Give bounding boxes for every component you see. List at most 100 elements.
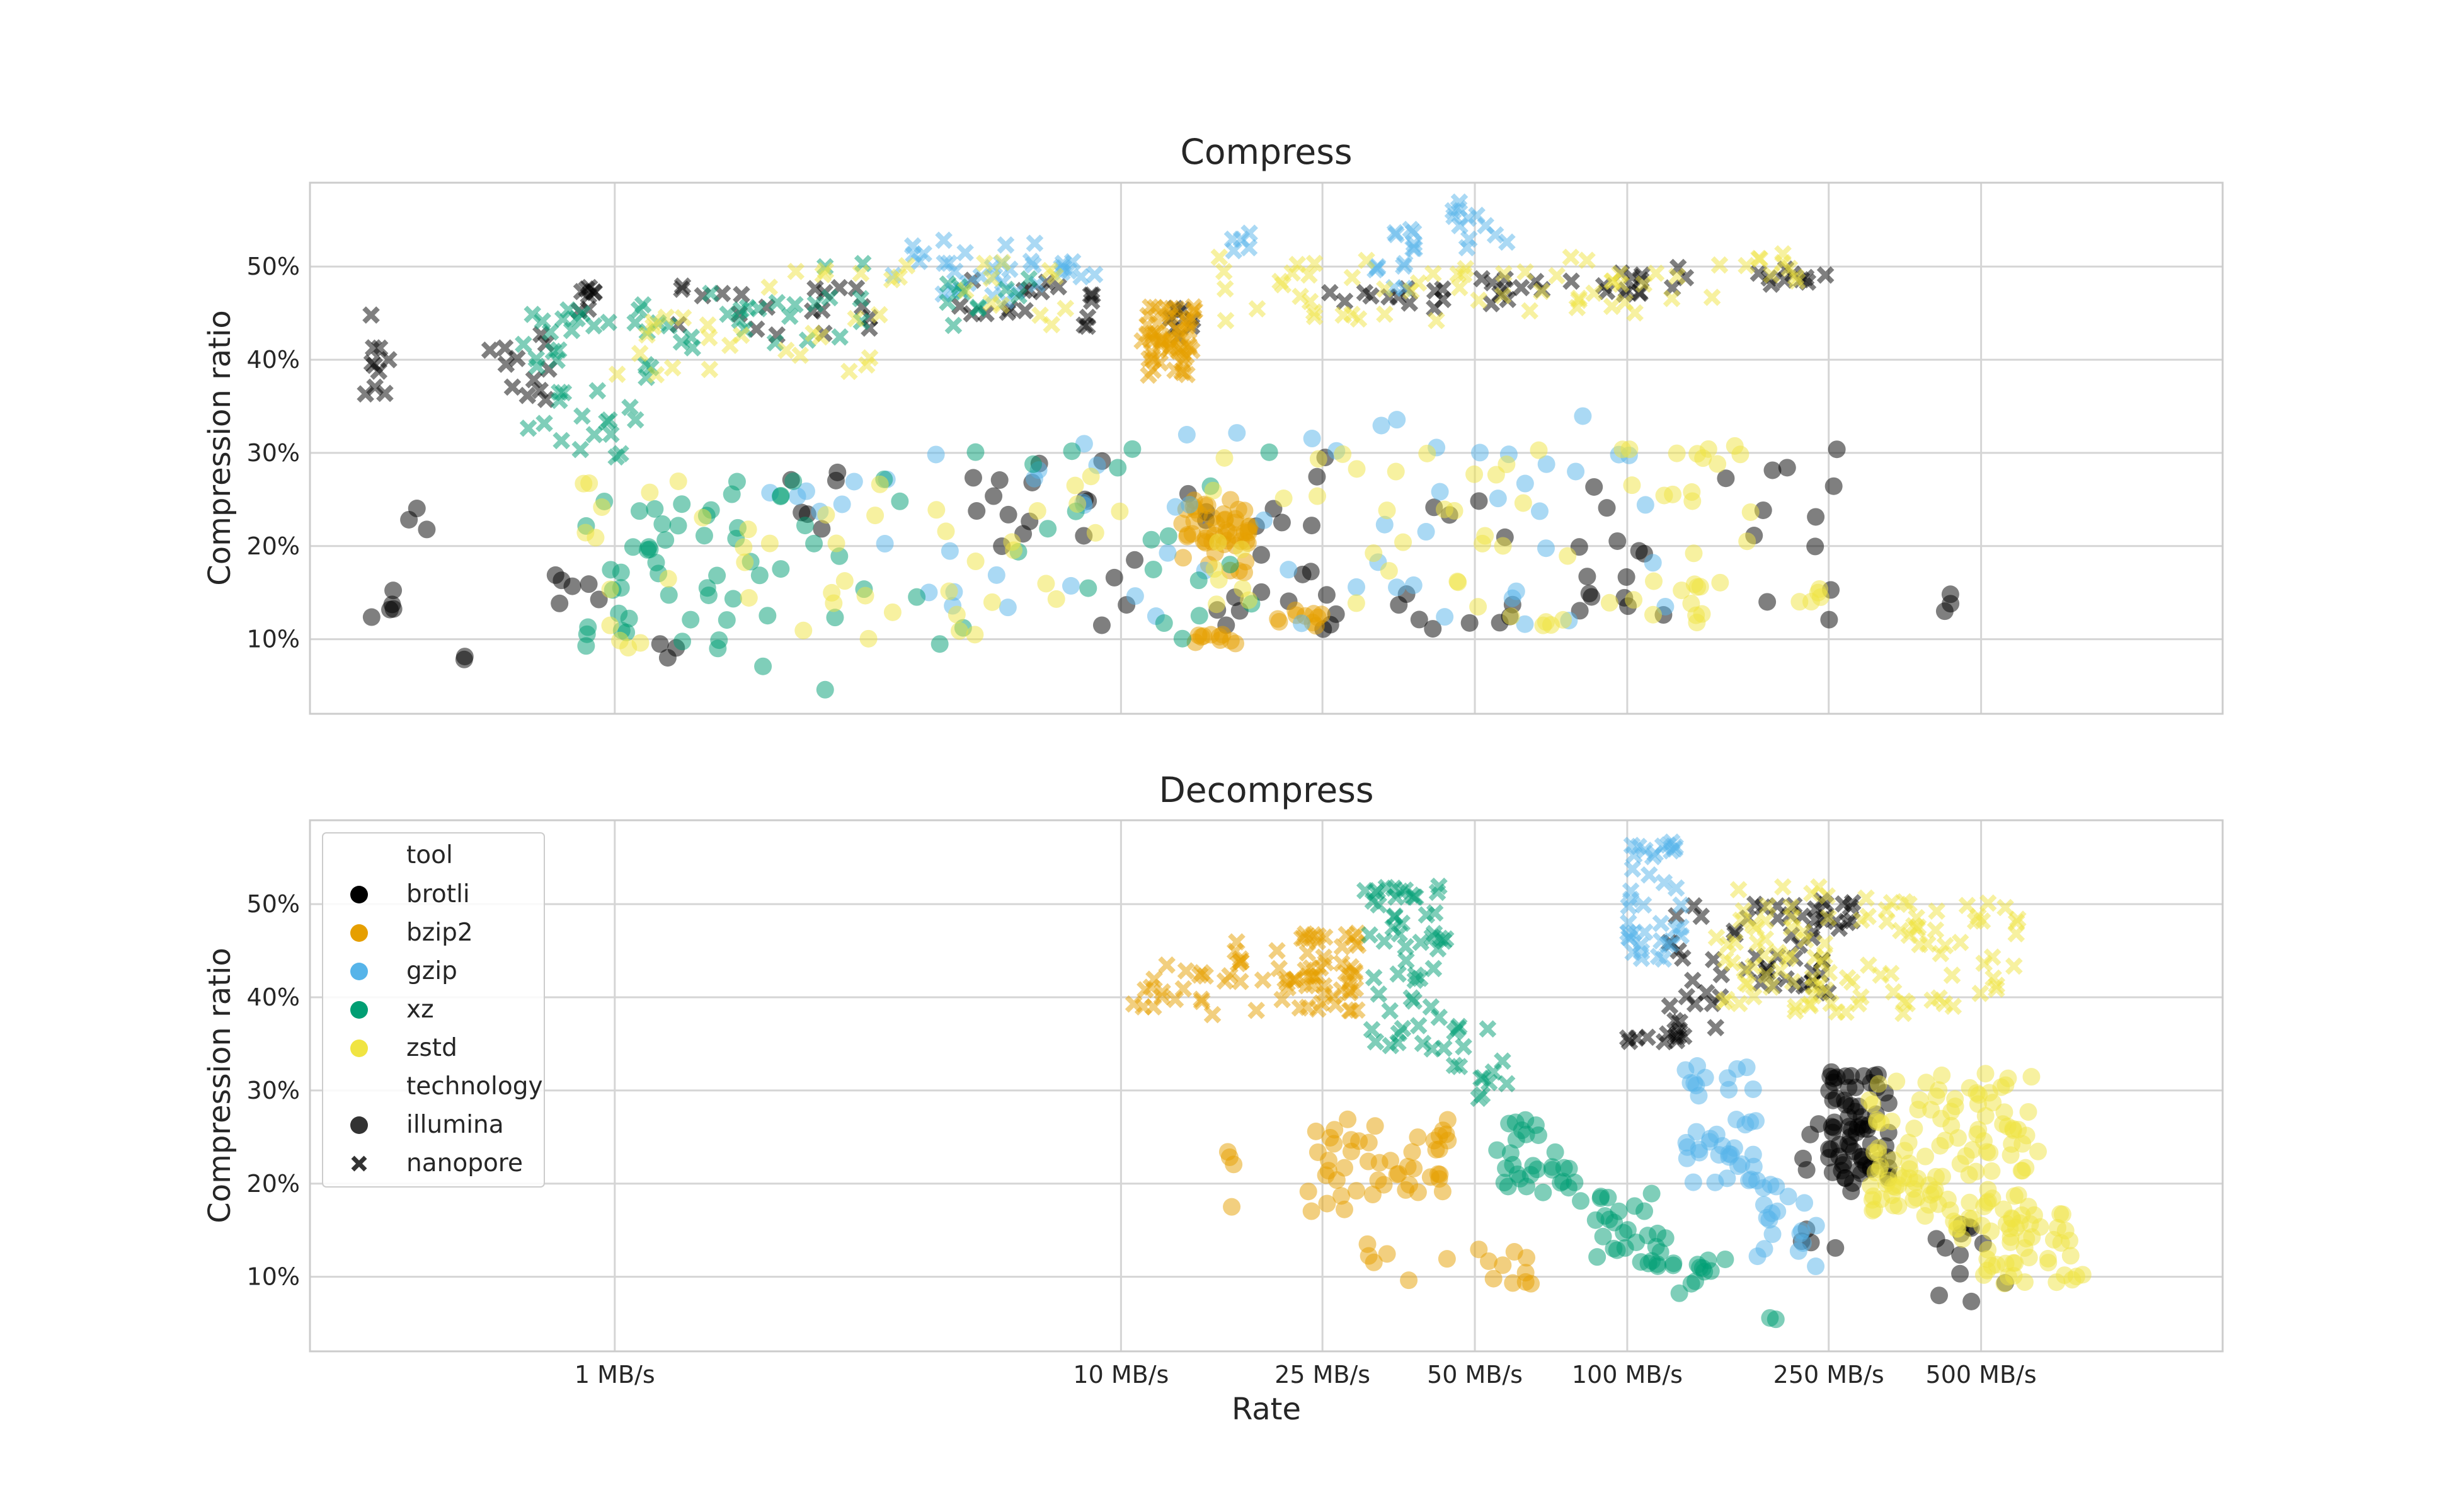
- zstd-nanopore-point: [1274, 276, 1292, 294]
- zstd-illumina-point: [1738, 532, 1756, 551]
- zstd-illumina-point: [587, 529, 605, 547]
- bzip2-illumina-point: [1438, 1250, 1456, 1268]
- bzip2-nanopore-point: [1348, 1001, 1366, 1019]
- gzip-illumina-point: [999, 598, 1017, 617]
- zstd-illumina-point: [1868, 1113, 1886, 1131]
- xz-nanopore-point: [1412, 933, 1429, 951]
- xz-illumina-point: [805, 534, 823, 553]
- bzip2-nanopore-point: [1346, 964, 1364, 982]
- xz-nanopore-point: [1423, 928, 1441, 946]
- xz-nanopore-point: [1450, 1058, 1469, 1075]
- y-tick-label: 40%: [247, 983, 300, 1011]
- bzip2-nanopore-point: [1144, 361, 1162, 379]
- brotli-nanopore-point: [496, 339, 514, 357]
- bzip2-nanopore-point: [1184, 298, 1203, 316]
- xz-illumina-point: [1767, 1310, 1785, 1329]
- zstd-illumina-point: [1047, 590, 1065, 608]
- gzip-nanopore-point: [1460, 230, 1478, 248]
- zstd-nanopore-point: [608, 365, 626, 383]
- zstd-nanopore-point: [1762, 978, 1780, 996]
- bzip2-nanopore-point: [1232, 973, 1249, 990]
- xz-illumina-point: [754, 657, 772, 675]
- zstd-illumina-point: [1003, 533, 1021, 551]
- xz-nanopore-point: [1422, 998, 1440, 1016]
- gzip-illumina-point: [1744, 1080, 1762, 1098]
- zstd-nanopore-point: [1878, 912, 1896, 931]
- gzip-nanopore-point: [1654, 950, 1673, 968]
- zstd-nanopore-point: [1784, 973, 1802, 991]
- xz-illumina-point: [1518, 1177, 1536, 1196]
- brotli-illumina-point: [1126, 551, 1144, 569]
- gzip-illumina-point: [1807, 1217, 1825, 1235]
- gzip-illumina-point: [1779, 1188, 1797, 1206]
- zstd-illumina-point: [2031, 1218, 2049, 1236]
- zstd-illumina-point: [1645, 572, 1663, 590]
- gzip-nanopore-point: [1240, 239, 1258, 256]
- legend-xz-marker: [350, 1001, 368, 1019]
- decompress-x-ticks: 1 MB/s 10 MB/s 25 MB/s 50 MB/s 100 MB/s 250 M…: [575, 1361, 2037, 1389]
- xz-nanopore-point: [944, 316, 963, 335]
- zstd-illumina-point: [1082, 467, 1100, 486]
- zstd-illumina-point: [1975, 1197, 1993, 1215]
- bzip2-illumina-point: [1318, 1194, 1336, 1213]
- gzip-illumina-point: [1681, 1074, 1700, 1092]
- brotli-nanopore-point: [364, 339, 382, 357]
- decompress-title: Decompress: [1159, 770, 1373, 810]
- gzip-illumina-point: [1303, 430, 1321, 448]
- gzip-illumina-point: [1755, 1196, 1773, 1214]
- brotli-nanopore-point: [1707, 1019, 1725, 1037]
- zstd-illumina-point: [1889, 1197, 1908, 1215]
- brotli-nanopore-point: [1336, 292, 1354, 311]
- zstd-nanopore-point: [1707, 929, 1726, 946]
- bzip2-nanopore-point: [1166, 990, 1184, 1009]
- xz-nanopore-point: [684, 339, 701, 357]
- zstd-nanopore-point: [2005, 957, 2023, 975]
- gzip-nanopore-point: [1085, 265, 1104, 284]
- xz-nanopore-point: [553, 432, 571, 450]
- zstd-nanopore-point: [1455, 265, 1473, 284]
- zstd-nanopore-point: [1852, 911, 1870, 929]
- zstd-illumina-point: [740, 589, 758, 607]
- zstd-illumina-point: [1988, 1256, 2006, 1274]
- xz-nanopore-point: [1479, 1020, 1497, 1038]
- zstd-nanopore-point: [1778, 949, 1796, 968]
- xz-illumina-point: [1546, 1143, 1564, 1161]
- zstd-nanopore-point: [644, 313, 663, 331]
- gzip-illumina-point: [833, 495, 851, 513]
- xz-illumina-point: [1155, 614, 1173, 633]
- gzip-illumina-point: [1690, 1143, 1709, 1162]
- zstd-nanopore-point: [1818, 887, 1836, 905]
- xz-illumina-point: [1517, 1125, 1535, 1143]
- brotli-nanopore-point: [1668, 1031, 1686, 1050]
- xz-nanopore-point: [731, 311, 748, 329]
- zstd-nanopore-point: [1376, 280, 1394, 298]
- zstd-illumina-point: [1979, 1240, 1997, 1259]
- legend-nanopore-label: nanopore: [406, 1149, 523, 1177]
- xz-illumina-point: [966, 443, 985, 461]
- gzip-nanopore-point: [935, 231, 953, 249]
- zstd-nanopore-point: [1748, 934, 1767, 952]
- bzip2-nanopore-point: [1333, 938, 1351, 956]
- xz-illumina-point: [624, 538, 642, 556]
- zstd-illumina-point: [1554, 610, 1572, 629]
- zstd-nanopore-point: [1217, 312, 1235, 329]
- zstd-illumina-point: [1916, 1207, 1934, 1225]
- zstd-nanopore-point: [1988, 980, 2005, 998]
- brotli-nanopore-point: [806, 280, 824, 297]
- y-tick-label: 30%: [247, 439, 300, 467]
- brotli-illumina-point: [590, 590, 608, 609]
- zstd-nanopore-point: [1837, 1003, 1855, 1021]
- zstd-illumina-point: [2017, 1126, 2036, 1145]
- brotli-illumina-point: [1578, 568, 1596, 586]
- brotli-nanopore-point: [1683, 971, 1702, 990]
- zstd-illumina-point: [1982, 1222, 2000, 1240]
- xz-illumina-point: [784, 472, 803, 490]
- xz-nanopore-point: [588, 382, 607, 400]
- gzip-illumina-point: [1181, 496, 1199, 514]
- xz-nanopore-point: [515, 335, 532, 353]
- zstd-nanopore-point: [1057, 299, 1075, 318]
- xz-illumina-point: [1543, 1158, 1561, 1176]
- xz-nanopore-point: [1409, 1017, 1428, 1034]
- zstd-nanopore-point: [1663, 289, 1681, 307]
